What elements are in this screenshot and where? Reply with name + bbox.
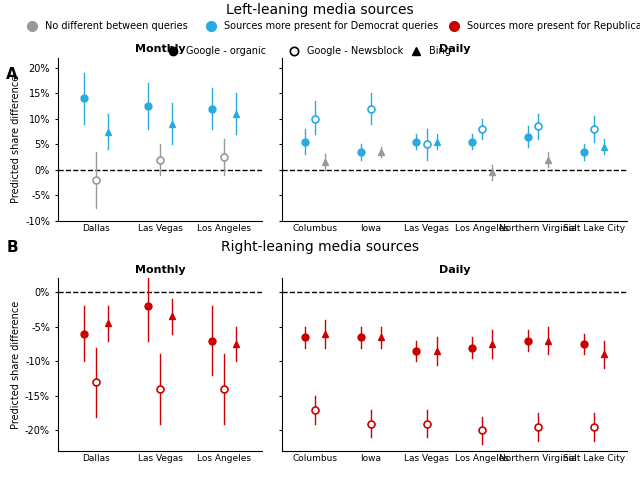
Text: Sources more present for Democrat queries: Sources more present for Democrat querie… (224, 21, 438, 31)
Text: No different between queries: No different between queries (45, 21, 188, 31)
Text: Left-leaning media sources: Left-leaning media sources (226, 3, 414, 17)
Text: Right-leaning media sources: Right-leaning media sources (221, 240, 419, 254)
Text: A: A (6, 67, 18, 82)
Text: Google - organic: Google - organic (186, 46, 266, 56)
Text: Sources more present for Republican queries: Sources more present for Republican quer… (467, 21, 640, 31)
Title: Monthly: Monthly (134, 265, 186, 275)
Y-axis label: Predicted share difference: Predicted share difference (11, 300, 20, 429)
Text: B: B (6, 240, 18, 255)
Title: Daily: Daily (438, 265, 470, 275)
Y-axis label: Predicted share difference: Predicted share difference (11, 75, 21, 204)
Text: Bing: Bing (429, 46, 451, 56)
Title: Monthly: Monthly (134, 44, 186, 54)
Text: Google - Newsblock: Google - Newsblock (307, 46, 403, 56)
Title: Daily: Daily (438, 44, 470, 54)
